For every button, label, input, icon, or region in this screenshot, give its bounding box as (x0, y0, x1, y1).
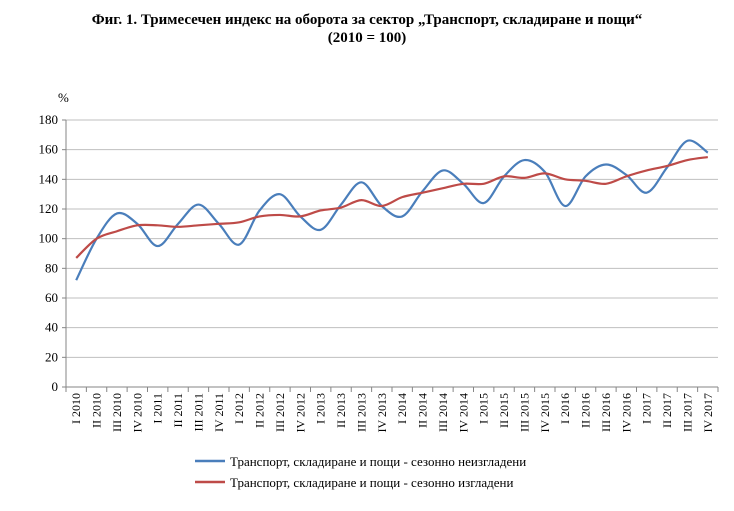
x-tick-label: II 2011 (171, 393, 185, 428)
x-tick-label: III 2014 (436, 393, 450, 432)
x-tick-label: IV 2015 (538, 393, 552, 432)
y-tick-label: 60 (45, 290, 58, 305)
x-tick-label: I 2012 (232, 393, 246, 424)
x-tick-label: I 2016 (558, 393, 572, 424)
series-line-2 (75, 155, 708, 259)
y-tick-label: 160 (39, 142, 59, 157)
x-tick-label: III 2011 (191, 393, 205, 432)
x-tick-label: III 2017 (680, 393, 694, 432)
legend-label: Транспорт, складиране и пощи - сезонно н… (230, 454, 526, 469)
y-tick-label: 40 (45, 320, 58, 335)
x-tick-label: IV 2013 (375, 393, 389, 432)
x-tick-label: IV 2011 (212, 393, 226, 432)
y-tick-label: 100 (39, 231, 59, 246)
x-tick-label: IV 2017 (701, 393, 715, 432)
x-tick-label: I 2010 (69, 393, 83, 424)
x-tick-label: IV 2010 (130, 393, 144, 432)
x-tick-label: I 2015 (477, 393, 491, 424)
y-tick-label: 180 (39, 112, 59, 127)
x-tick-label: III 2010 (110, 393, 124, 432)
x-tick-label: III 2013 (354, 393, 368, 432)
x-tick-label: I 2014 (395, 393, 409, 424)
x-tick-label: II 2015 (497, 393, 511, 428)
x-tick-label: II 2016 (579, 393, 593, 428)
x-tick-label: IV 2014 (456, 393, 470, 432)
y-tick-label: 20 (45, 349, 58, 364)
x-tick-label: II 2012 (253, 393, 267, 428)
x-tick-label: IV 2016 (619, 393, 633, 432)
x-tick-label: I 2017 (640, 393, 654, 424)
x-tick-label: IV 2012 (293, 393, 307, 432)
chart-title: Фиг. 1. Тримесечен индекс на оборота за … (91, 12, 643, 28)
x-tick-label: II 2014 (416, 393, 430, 428)
y-tick-label: 140 (39, 171, 59, 186)
x-tick-label: II 2013 (334, 393, 348, 428)
x-tick-label: III 2012 (273, 393, 287, 432)
x-tick-label: I 2011 (151, 393, 165, 424)
x-tick-label: II 2017 (660, 393, 674, 428)
y-tick-label: 80 (45, 260, 58, 275)
x-tick-label: II 2010 (90, 393, 104, 428)
legend-label: Транспорт, складиране и пощи - сезонно и… (230, 475, 513, 490)
y-tick-label: 0 (52, 379, 59, 394)
x-tick-label: I 2013 (314, 393, 328, 424)
series-line-1 (75, 139, 709, 281)
y-axis-label: % (58, 90, 69, 105)
x-tick-label: III 2015 (517, 393, 531, 432)
x-tick-label: III 2016 (599, 393, 613, 432)
chart-subtitle: (2010 = 100) (327, 30, 407, 46)
y-tick-label: 120 (39, 201, 59, 216)
